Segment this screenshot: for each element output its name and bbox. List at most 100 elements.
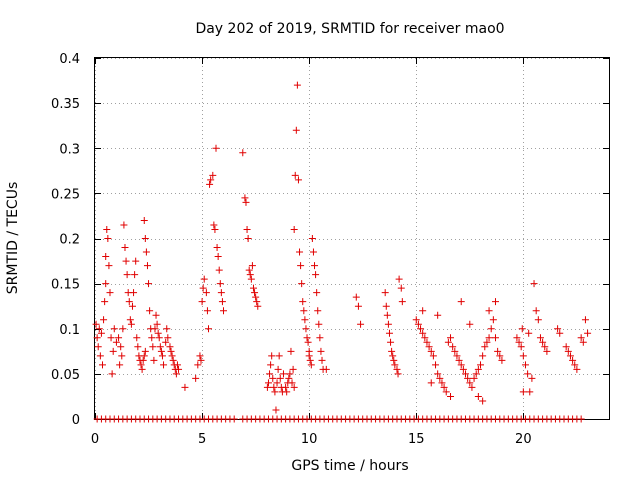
data-points <box>92 81 592 423</box>
data-point <box>474 365 482 373</box>
y-tick-label: 0.4 <box>59 52 80 67</box>
data-point <box>352 293 360 301</box>
data-point <box>140 216 148 224</box>
data-point <box>175 365 183 373</box>
data-point <box>419 307 427 315</box>
data-point <box>489 316 497 324</box>
data-point <box>118 352 126 360</box>
data-point <box>120 221 128 229</box>
data-point <box>149 343 157 351</box>
data-point <box>131 271 139 279</box>
data-point <box>457 298 465 306</box>
data-point <box>427 347 435 355</box>
data-point <box>194 361 202 369</box>
data-point <box>246 271 254 279</box>
data-point <box>517 343 525 351</box>
data-point <box>519 388 527 396</box>
data-point <box>220 307 227 315</box>
data-point <box>167 347 175 355</box>
data-point <box>577 334 585 342</box>
data-point <box>384 320 392 328</box>
data-point <box>273 379 281 387</box>
data-point <box>528 374 536 382</box>
data-point <box>207 176 215 184</box>
data-point <box>313 289 321 297</box>
data-point <box>104 235 112 242</box>
data-point <box>122 257 130 265</box>
data-point <box>132 257 140 265</box>
data-point <box>440 383 448 391</box>
data-point <box>251 289 259 297</box>
data-point <box>491 298 499 306</box>
data-point <box>168 352 176 360</box>
data-point <box>438 379 446 387</box>
data-point <box>447 392 455 400</box>
data-point <box>209 171 217 179</box>
data-point <box>556 329 564 337</box>
data-point <box>390 356 398 364</box>
data-point <box>268 352 276 360</box>
data-point <box>203 307 211 315</box>
data-point <box>244 235 252 242</box>
data-point <box>138 365 146 373</box>
data-point <box>101 298 109 306</box>
data-point <box>389 352 397 360</box>
data-point <box>198 298 206 306</box>
data-point <box>286 370 294 378</box>
data-point <box>305 352 313 360</box>
data-point <box>309 248 317 256</box>
data-point <box>290 383 298 391</box>
data-point <box>391 361 399 369</box>
data-point <box>464 374 472 382</box>
data-point <box>217 289 225 297</box>
data-point <box>357 320 365 328</box>
data-point <box>434 311 442 319</box>
data-point <box>263 383 271 391</box>
data-point <box>316 334 324 342</box>
data-point <box>447 334 455 342</box>
data-point <box>241 194 249 202</box>
data-point <box>432 361 440 369</box>
data-point <box>276 374 284 382</box>
data-point <box>97 329 105 337</box>
data-point <box>421 334 429 342</box>
data-point <box>498 356 506 364</box>
data-point <box>148 334 156 342</box>
data-point <box>427 379 435 387</box>
x-tick-label: 5 <box>198 432 206 447</box>
data-point <box>292 126 300 134</box>
data-point <box>287 347 295 355</box>
data-point <box>564 347 572 355</box>
data-point <box>252 293 260 301</box>
data-point <box>444 338 452 346</box>
data-point <box>515 338 523 346</box>
data-point <box>299 298 307 306</box>
data-point <box>125 298 133 306</box>
data-point <box>393 365 401 373</box>
data-point <box>317 347 325 355</box>
y-tick-label: 0.35 <box>51 97 80 112</box>
data-point <box>127 320 135 328</box>
data-point <box>288 379 296 387</box>
data-point <box>293 81 301 89</box>
data-point <box>166 343 174 351</box>
data-point <box>304 338 312 346</box>
data-point <box>269 374 277 382</box>
data-point <box>479 397 487 405</box>
y-tick-label: 0.3 <box>59 142 80 157</box>
data-point <box>158 352 166 360</box>
data-point <box>264 379 272 387</box>
data-point <box>214 253 222 261</box>
data-point <box>146 307 154 315</box>
data-point <box>192 374 200 382</box>
data-point <box>267 361 275 369</box>
data-point <box>119 325 127 333</box>
data-point <box>93 334 101 342</box>
data-point <box>253 298 261 306</box>
data-point <box>282 383 290 391</box>
data-point <box>239 149 247 157</box>
data-point <box>157 347 165 355</box>
data-point <box>210 221 218 229</box>
x-tick-label: 20 <box>515 432 532 447</box>
data-point <box>242 198 250 206</box>
